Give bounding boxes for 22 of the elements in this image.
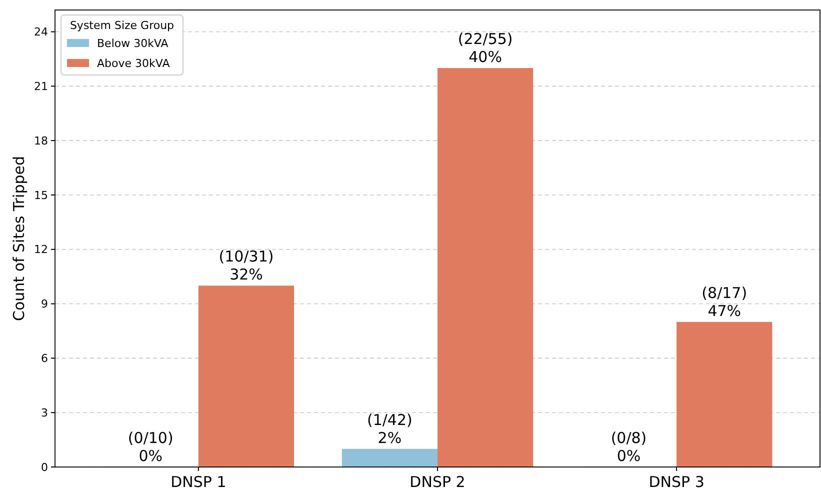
legend-label: Below 30kVA bbox=[97, 36, 169, 50]
data-label: (22/55) 40% bbox=[458, 30, 513, 66]
x-tick-label: DNSP 2 bbox=[410, 473, 466, 491]
y-tick-label: 21 bbox=[34, 80, 48, 94]
y-tick-label: 12 bbox=[34, 243, 48, 256]
data-label: (1/42) 2% bbox=[366, 410, 412, 447]
y-tick-label: 18 bbox=[34, 134, 48, 148]
y-axis-title: Count of Sites Tripped bbox=[10, 156, 28, 322]
legend-label: Above 30kVA bbox=[97, 56, 170, 70]
y-tick-label: 9 bbox=[41, 298, 48, 311]
y-tick-label: 0 bbox=[41, 460, 48, 474]
data-label: (8/17) 47% bbox=[702, 284, 748, 320]
data-label: (0/8) 0% bbox=[610, 429, 647, 465]
y-tick-label: 15 bbox=[34, 188, 48, 202]
y-tick-label: 3 bbox=[41, 406, 48, 420]
x-tick-label: DNSP 3 bbox=[648, 473, 704, 491]
data-label: (0/10) 0% bbox=[128, 429, 174, 465]
y-tick-label: 6 bbox=[41, 352, 48, 366]
x-tick-label: DNSP 1 bbox=[170, 473, 226, 491]
data-label: (10/31) 32% bbox=[218, 248, 274, 284]
y-tick-label: 24 bbox=[34, 26, 48, 39]
legend-title: System Size Group bbox=[70, 19, 174, 32]
